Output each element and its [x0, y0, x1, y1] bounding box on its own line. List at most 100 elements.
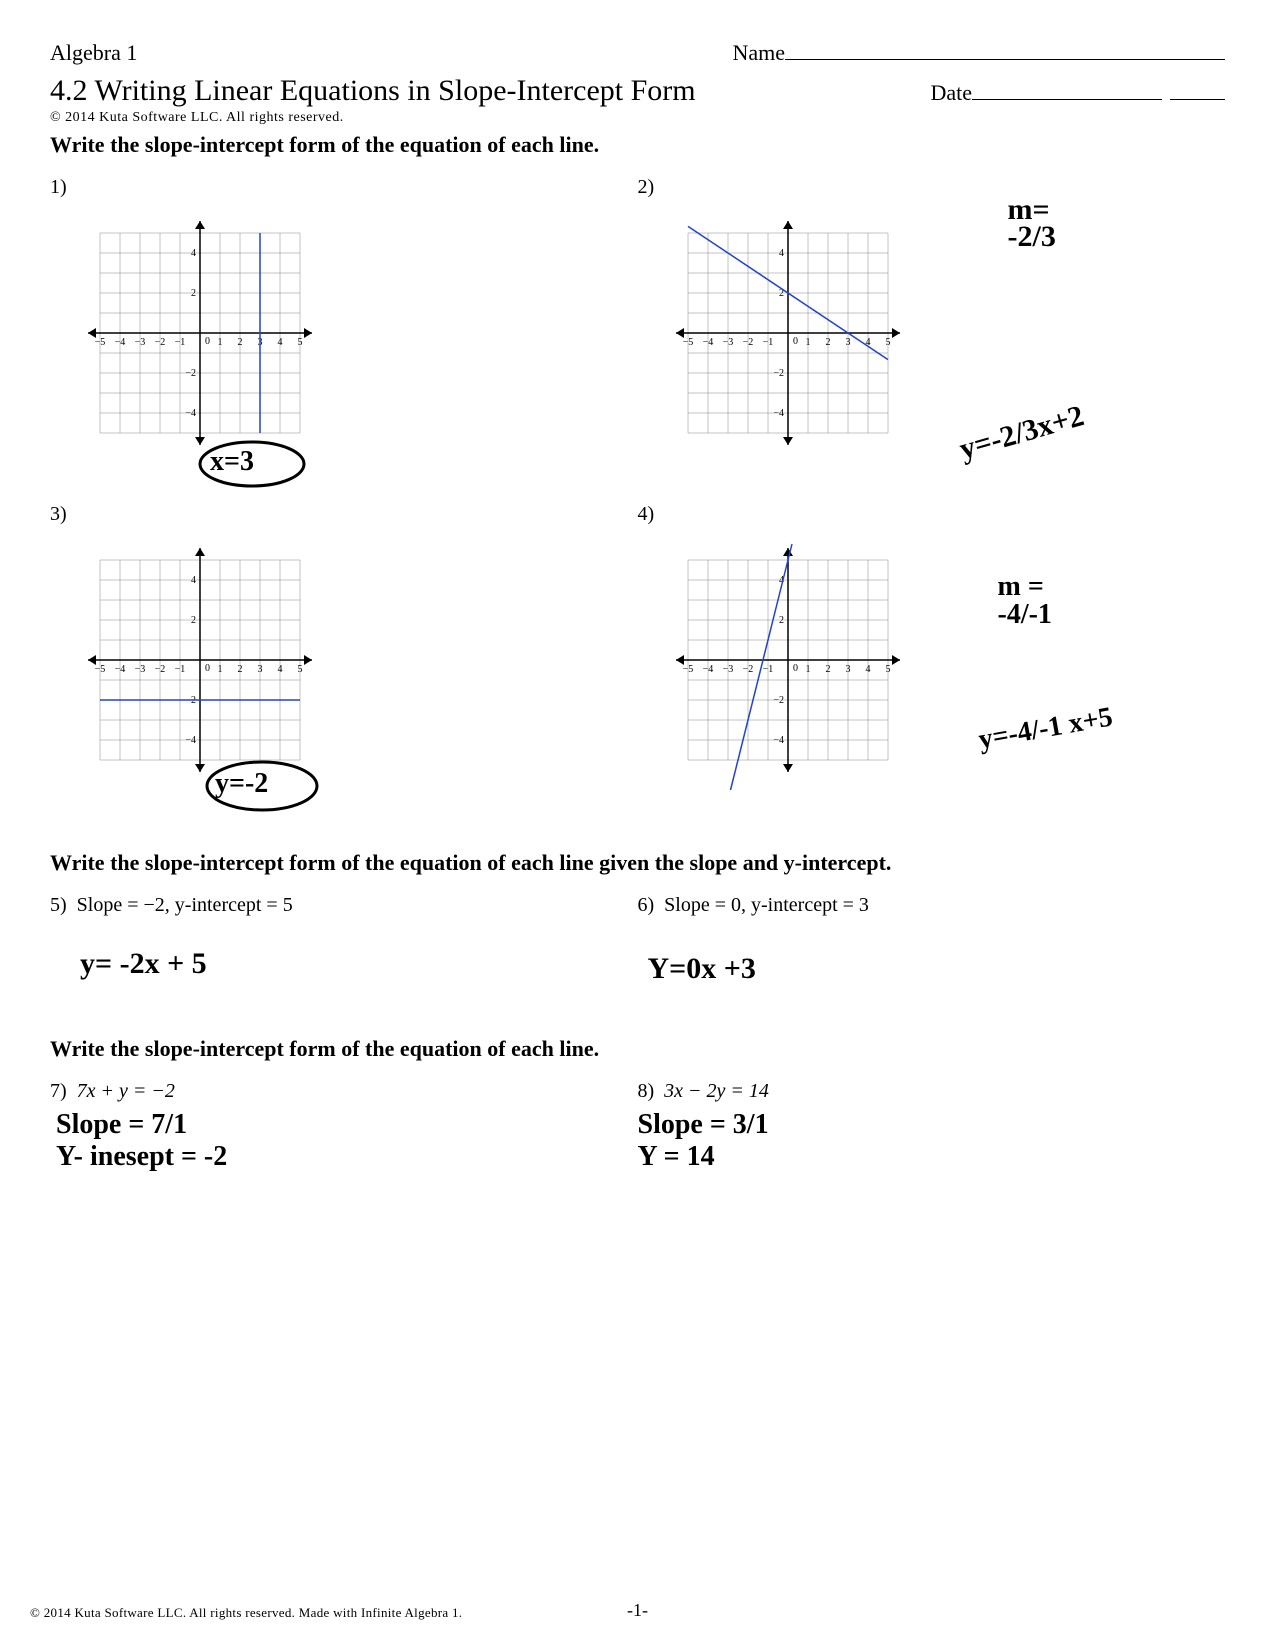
svg-text:0: 0	[205, 663, 210, 674]
svg-text:4: 4	[278, 337, 283, 348]
problem-prompt: 7x + y = −2	[77, 1080, 175, 1102]
hw-answer-1: x=3	[210, 446, 254, 478]
date-blank[interactable]	[972, 99, 1162, 100]
problem-4: 4) −5−4−4−3−2−2−101223445 m = -4/-1 y=-4…	[638, 503, 1226, 790]
hw-slope-2: m= -2/3	[1008, 196, 1056, 250]
svg-text:−3: −3	[722, 337, 733, 348]
svg-text:−1: −1	[175, 664, 186, 675]
svg-text:1: 1	[805, 337, 810, 348]
hw-line1-7: Slope = 7/1	[56, 1109, 638, 1141]
hw-answer-3: y=-2	[215, 768, 268, 800]
svg-text:2: 2	[779, 615, 784, 626]
hw-answer-5: y= -2x + 5	[80, 947, 638, 981]
svg-text:2: 2	[825, 337, 830, 348]
svg-text:−3: −3	[135, 664, 146, 675]
svg-text:−4: −4	[115, 337, 126, 348]
problem-number: 6)	[638, 894, 655, 916]
svg-text:−5: −5	[95, 337, 106, 348]
problem-prompt: Slope = 0, y-intercept = 3	[664, 894, 869, 916]
problem-number: 7)	[50, 1080, 67, 1102]
problem-2: 2) −5−4−4−3−2−2−101223445 m= -2/3 y=-2/3…	[638, 176, 1226, 463]
graph-row-2: 3) −5−4−4−3−2−2−101223445 y=-2 4) −5−4−4…	[50, 503, 1225, 790]
svg-text:−2: −2	[155, 664, 166, 675]
worksheet-title: 4.2 Writing Linear Equations in Slope-In…	[50, 74, 696, 108]
text-row-2: 7) 7x + y = −2 Slope = 7/1 Y- inesept = …	[50, 1080, 1225, 1173]
problem-number: 8)	[638, 1080, 655, 1102]
name-blank[interactable]	[785, 59, 1225, 60]
title-row: 4.2 Writing Linear Equations in Slope-In…	[50, 74, 1225, 108]
instruction-2: Write the slope-intercept form of the eq…	[50, 850, 1225, 876]
problem-7: 7) 7x + y = −2 Slope = 7/1 Y- inesept = …	[50, 1080, 638, 1173]
graph-1: −5−4−4−3−2−2−101223445	[70, 203, 638, 463]
date-field: Date	[930, 80, 1225, 108]
svg-text:−5: −5	[682, 337, 693, 348]
svg-text:−3: −3	[135, 337, 146, 348]
problem-number: 1)	[50, 176, 638, 199]
instruction-1: Write the slope-intercept form of the eq…	[50, 132, 1225, 158]
svg-text:4: 4	[191, 575, 196, 586]
svg-text:4: 4	[865, 664, 870, 675]
svg-text:−4: −4	[115, 664, 126, 675]
svg-text:2: 2	[191, 615, 196, 626]
svg-text:−1: −1	[175, 337, 186, 348]
svg-text:2: 2	[238, 337, 243, 348]
circle-annotation-icon	[192, 436, 312, 491]
svg-text:−2: −2	[773, 695, 784, 706]
hw-line1-8: Slope = 3/1	[638, 1109, 1226, 1141]
svg-text:−4: −4	[702, 337, 713, 348]
svg-text:4: 4	[191, 248, 196, 259]
svg-text:−5: −5	[682, 664, 693, 675]
graph-3: −5−4−4−3−2−2−101223445	[70, 530, 638, 790]
svg-text:−1: −1	[762, 337, 773, 348]
svg-text:5: 5	[298, 337, 303, 348]
hw-line2-7: Y- inesept = -2	[56, 1141, 638, 1173]
svg-text:−4: −4	[185, 735, 196, 746]
svg-text:3: 3	[258, 664, 263, 675]
svg-text:4: 4	[779, 248, 784, 259]
svg-text:−4: −4	[702, 664, 713, 675]
svg-text:−5: −5	[95, 664, 106, 675]
svg-text:5: 5	[298, 664, 303, 675]
subject-label: Algebra 1	[50, 40, 137, 66]
svg-text:4: 4	[278, 664, 283, 675]
svg-text:0: 0	[793, 663, 798, 674]
graph-2: −5−4−4−3−2−2−101223445	[658, 203, 1226, 463]
svg-text:−2: −2	[185, 368, 196, 379]
problem-prompt: Slope = −2, y-intercept = 5	[77, 894, 293, 916]
period-blank[interactable]	[1170, 99, 1225, 100]
svg-text:0: 0	[205, 336, 210, 347]
svg-text:0: 0	[793, 336, 798, 347]
svg-text:5: 5	[885, 337, 890, 348]
problem-prompt: 3x − 2y = 14	[664, 1080, 769, 1102]
header-row: Algebra 1 Name	[50, 40, 1225, 66]
svg-text:−2: −2	[773, 368, 784, 379]
footer-copyright: © 2014 Kuta Software LLC. All rights res…	[30, 1605, 462, 1621]
circle-annotation-icon	[197, 756, 327, 816]
svg-text:1: 1	[805, 664, 810, 675]
instruction-3: Write the slope-intercept form of the eq…	[50, 1036, 1225, 1062]
svg-text:3: 3	[845, 664, 850, 675]
svg-text:3: 3	[845, 337, 850, 348]
page-number: -1-	[627, 1600, 648, 1621]
svg-text:−2: −2	[742, 664, 753, 675]
svg-text:−2: −2	[742, 337, 753, 348]
hw-answer-6: Y=0x +3	[648, 952, 1226, 986]
svg-text:−4: −4	[773, 408, 784, 419]
problem-number: 2)	[638, 176, 1226, 199]
copyright-line: © 2014 Kuta Software LLC. All rights res…	[50, 110, 1225, 126]
hw-line2-8: Y = 14	[638, 1141, 1226, 1173]
svg-text:1: 1	[218, 664, 223, 675]
name-field: Name	[732, 40, 1225, 66]
svg-text:5: 5	[885, 664, 890, 675]
svg-text:2: 2	[825, 664, 830, 675]
svg-text:2: 2	[238, 664, 243, 675]
problem-number: 4)	[638, 503, 1226, 526]
svg-text:−4: −4	[185, 408, 196, 419]
text-row-1: 5) Slope = −2, y-intercept = 5 y= -2x + …	[50, 894, 1225, 986]
graph-4: −5−4−4−3−2−2−101223445	[658, 530, 1226, 790]
svg-text:1: 1	[218, 337, 223, 348]
problem-5: 5) Slope = −2, y-intercept = 5 y= -2x + …	[50, 894, 638, 986]
svg-text:−2: −2	[155, 337, 166, 348]
problem-6: 6) Slope = 0, y-intercept = 3 Y=0x +3	[638, 894, 1226, 986]
svg-text:−4: −4	[773, 735, 784, 746]
